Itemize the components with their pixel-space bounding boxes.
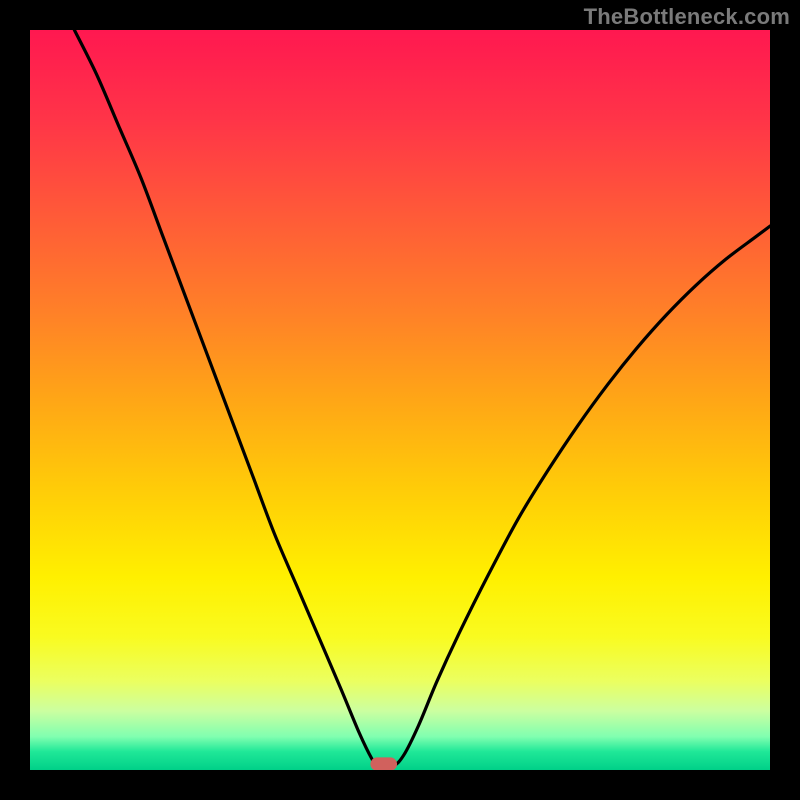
watermark-text: TheBottleneck.com (584, 4, 790, 30)
plot-area (30, 30, 770, 770)
chart-svg (30, 30, 770, 770)
optimum-marker (370, 757, 397, 770)
chart-background (30, 30, 770, 770)
chart-frame: TheBottleneck.com (0, 0, 800, 800)
